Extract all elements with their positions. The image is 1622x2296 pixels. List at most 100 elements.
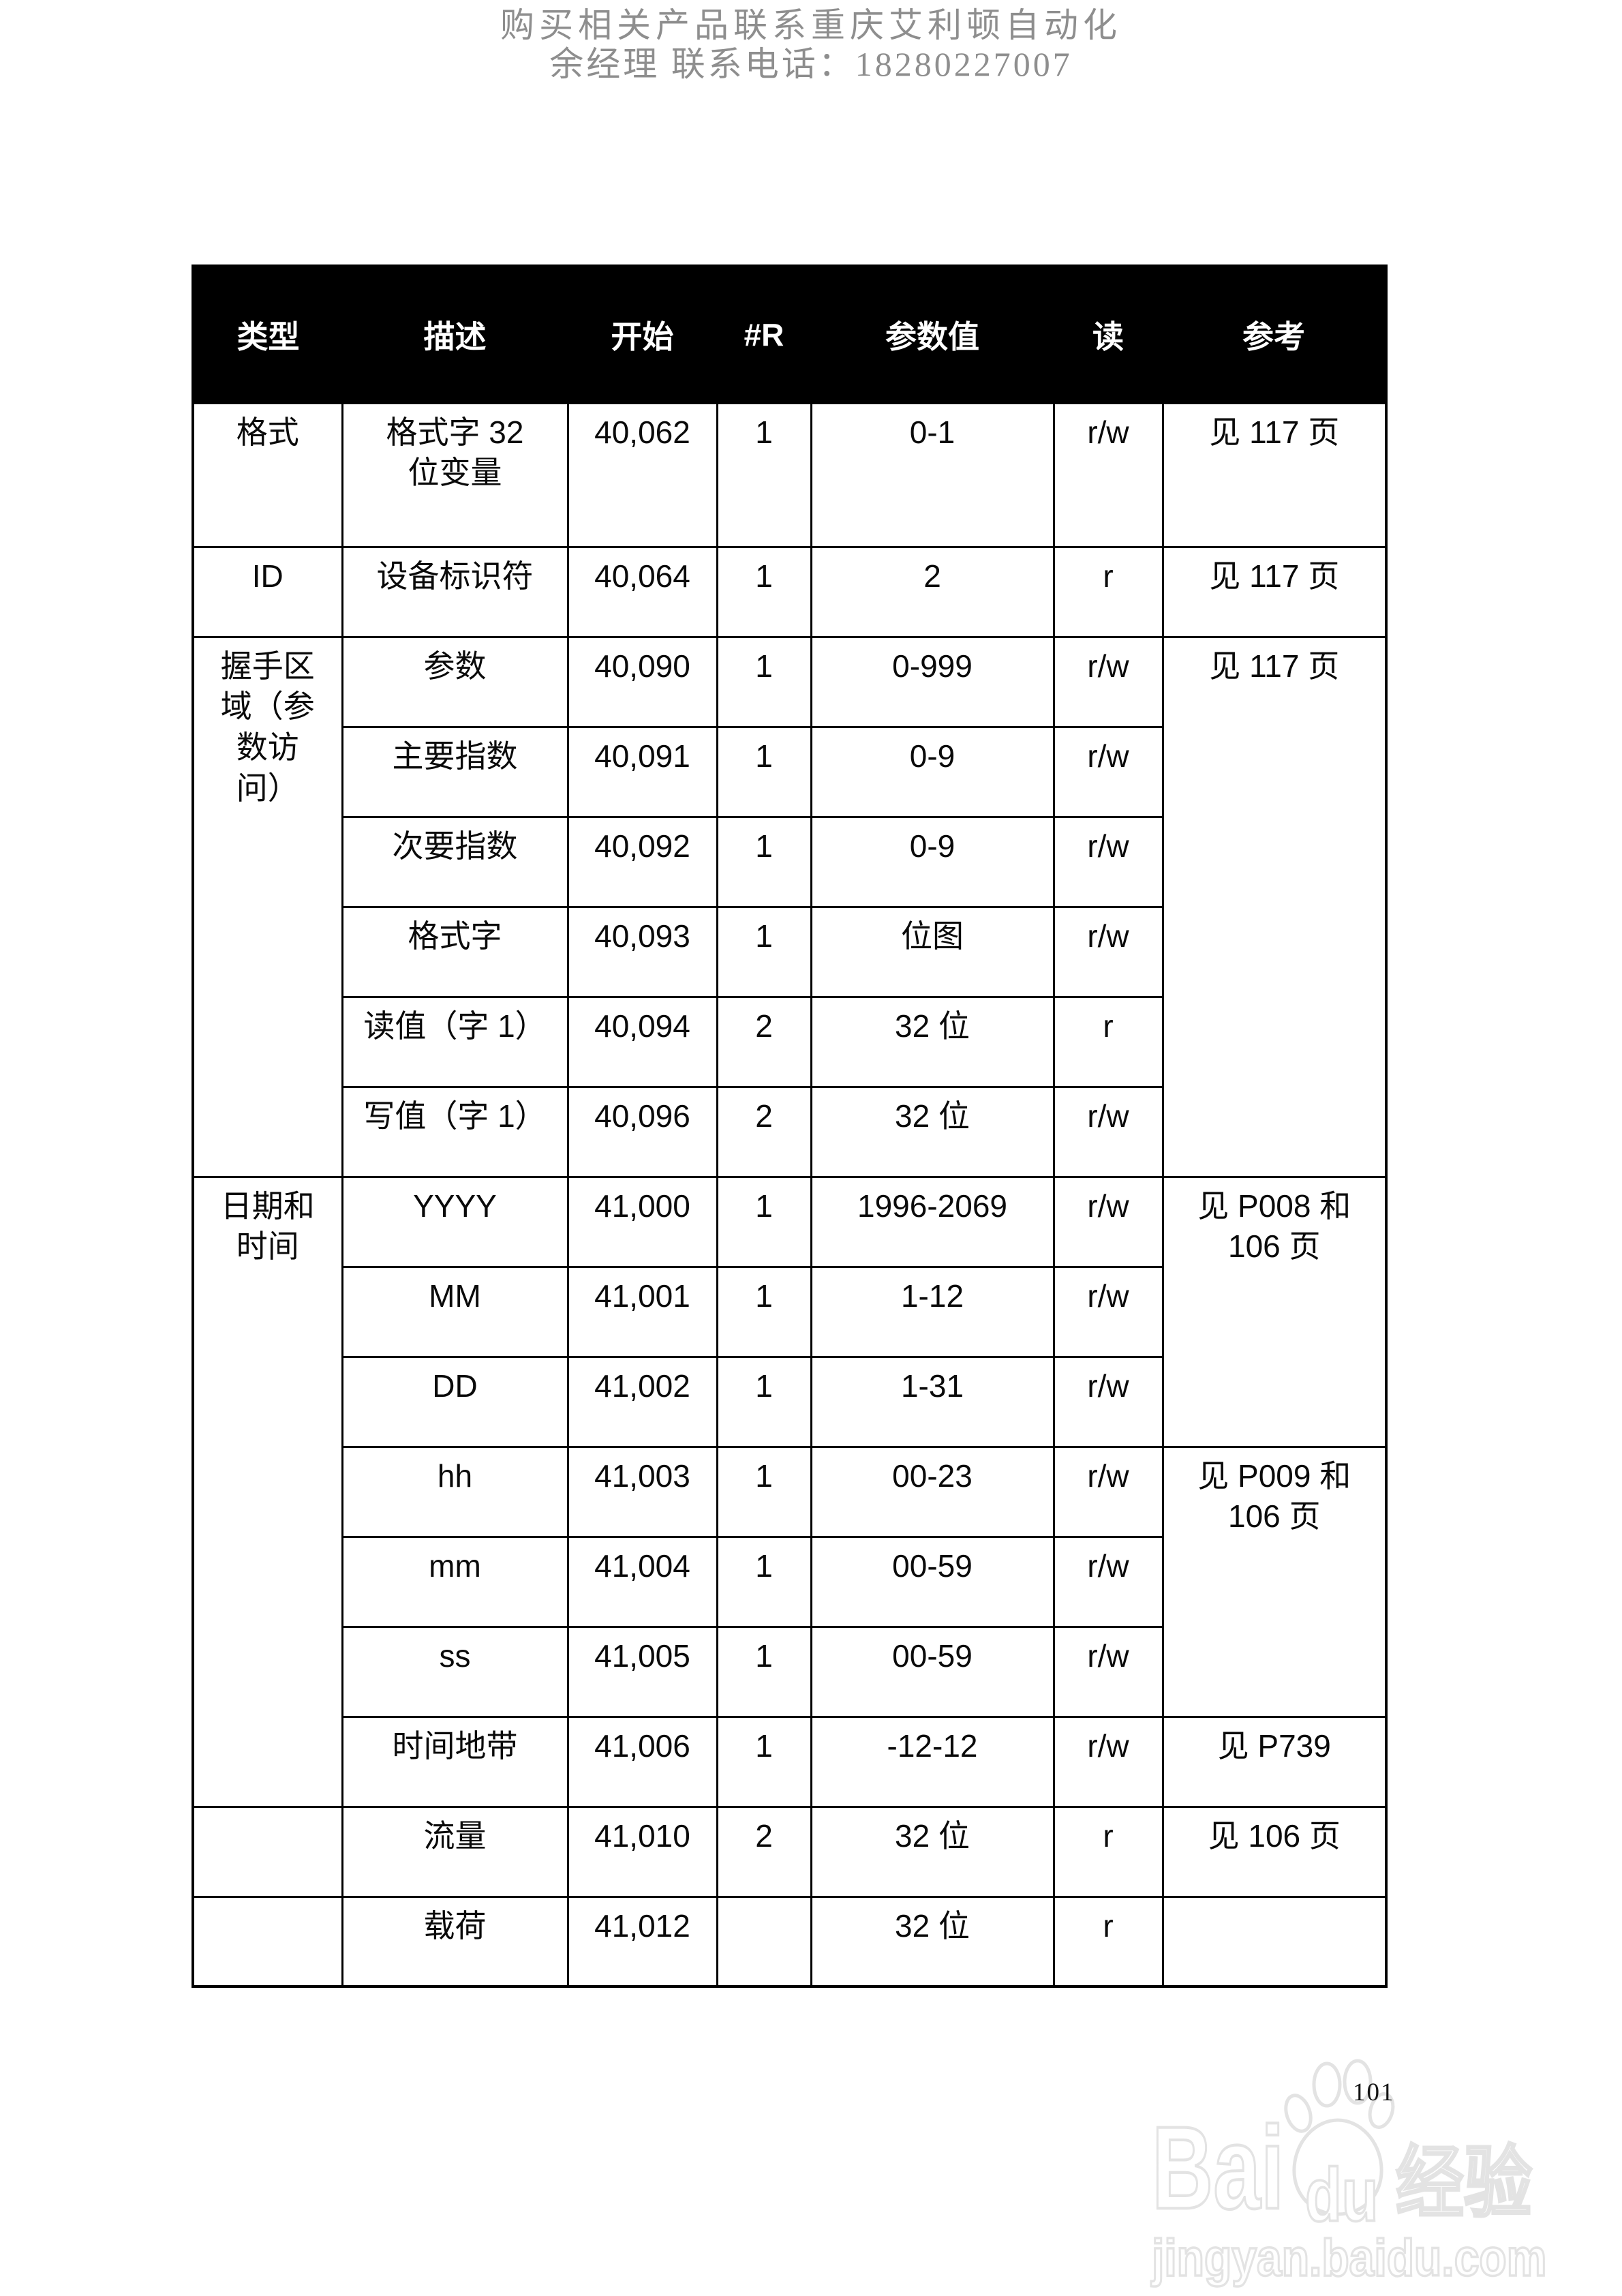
cell-start: 40,090 [566, 635, 718, 728]
cell-access: r/w [1052, 1445, 1164, 1538]
table-row: 读值（字 1） 40,094 2 32 位 r [193, 995, 1386, 1088]
cell-desc: mm [341, 1535, 569, 1628]
cell-ref-date-group: 见 P008 和 106 页 [1161, 1175, 1388, 1448]
table-row: ss 41,005 1 00-59 r/w [193, 1625, 1386, 1718]
cell-ref-handshake-group: 见 117 页 [1161, 635, 1388, 1178]
cell-type-handshake-group: 握手区 域（参 数访 问） [192, 635, 343, 1178]
cell-count: 1 [716, 545, 812, 638]
table-row: 写值（字 1） 40,096 2 32 位 r/w [193, 1085, 1386, 1178]
table-row: 主要指数 40,091 1 0-9 r/w [193, 725, 1386, 818]
column-header-start: 开始 [568, 266, 717, 403]
cell-access: r/w [1052, 635, 1164, 728]
cell-start: 41,004 [566, 1535, 718, 1628]
cell-count: 1 [716, 1265, 812, 1358]
cell-value: -12-12 [810, 1715, 1055, 1808]
cell-desc: hh [341, 1445, 569, 1538]
cell-desc: ss [341, 1625, 569, 1718]
cell-start: 40,091 [566, 725, 718, 818]
cell-start: 40,096 [566, 1085, 718, 1178]
top-watermark-line2: 余经理 联系电话：18280227007 [549, 45, 1073, 83]
bottom-watermark: Bai du 经验 jingyan.baidu.com [1150, 2059, 1548, 2294]
cell-ref: 见 P739 [1161, 1715, 1388, 1808]
top-watermark: 购买相关产品联系重庆艾利顿自动化 余经理 联系电话：18280227007 [0, 5, 1622, 83]
cell-count: 1 [716, 815, 812, 908]
cell-desc: 格式字 32 位变量 [341, 402, 569, 548]
cell-access: r [1052, 1895, 1164, 1988]
cell-value: 0-1 [810, 402, 1055, 548]
cell-type [192, 1805, 343, 1898]
baidu-watermark-latin: Bai [1151, 2102, 1286, 2235]
cell-start: 40,064 [566, 545, 718, 638]
table-row: 日期和 时间 YYYY 41,000 1 1996-2069 r/w 见 P00… [192, 1175, 1388, 1808]
cell-desc: 设备标识符 [341, 545, 569, 638]
cell-value: 00-23 [810, 1445, 1055, 1538]
cell-value: 32 位 [810, 1805, 1055, 1898]
table-row: MM 41,001 1 1-12 r/w [193, 1265, 1386, 1358]
cell-start: 41,010 [566, 1805, 718, 1898]
cell-ref [1161, 1895, 1388, 1988]
column-header-count: #R [717, 266, 811, 403]
cell-value: 0-9 [810, 725, 1055, 818]
column-header-ref: 参考 [1163, 266, 1386, 403]
cell-count: 1 [716, 1535, 812, 1628]
table-row: DD 41,002 1 1-31 r/w [193, 1355, 1386, 1448]
cell-start: 40,093 [566, 905, 718, 998]
cell-count: 1 [716, 725, 812, 818]
cell-desc: DD [341, 1355, 569, 1448]
cell-desc: 时间地带 [341, 1715, 569, 1808]
cell-desc: 读值（字 1） [341, 995, 569, 1088]
cell-type [192, 1895, 343, 1988]
cell-desc: 次要指数 [341, 815, 569, 908]
column-header-type: 类型 [193, 266, 342, 403]
cell-desc: 格式字 [341, 905, 569, 998]
cell-value: 00-59 [810, 1625, 1055, 1718]
cell-start: 40,092 [566, 815, 718, 908]
cell-start: 41,006 [566, 1715, 718, 1808]
cell-type: 格式 [192, 402, 343, 548]
cell-ref: 见 117 页 [1161, 402, 1388, 548]
cell-access: r/w [1052, 725, 1164, 818]
cell-desc: 流量 [341, 1805, 569, 1898]
cell-value: 32 位 [810, 1085, 1055, 1178]
page-number: 101 [1353, 2079, 1395, 2106]
cell-start: 41,000 [566, 1175, 718, 1268]
cell-desc: MM [341, 1265, 569, 1358]
cell-desc: 主要指数 [341, 725, 569, 818]
table-row: 流量 41,010 2 32 位 r 见 106 页 [192, 1805, 1388, 1898]
cell-access: r/w [1052, 1355, 1164, 1448]
cell-value: 2 [810, 545, 1055, 638]
table-row: 次要指数 40,092 1 0-9 r/w [193, 815, 1386, 908]
table-row: mm 41,004 1 00-59 r/w [193, 1535, 1386, 1628]
cell-access: r/w [1052, 1715, 1164, 1808]
cell-access: r/w [1052, 1535, 1164, 1628]
cell-value: 1-31 [810, 1355, 1055, 1448]
table-row: 载荷 41,012 32 位 r [192, 1895, 1388, 1988]
cell-value: 位图 [810, 905, 1055, 998]
cell-start: 40,062 [566, 402, 718, 548]
cell-ref: 见 117 页 [1161, 545, 1388, 638]
cell-start: 41,003 [566, 1445, 718, 1538]
cell-access: r [1052, 545, 1164, 638]
cell-count: 2 [716, 995, 812, 1088]
cell-count [716, 1895, 812, 1988]
cell-access: r/w [1052, 1265, 1164, 1358]
cell-type: ID [192, 545, 343, 638]
column-header-value: 参数值 [811, 266, 1054, 403]
cell-start: 40,094 [566, 995, 718, 1088]
cell-value: 1-12 [810, 1265, 1055, 1358]
table-row: ID 设备标识符 40,064 1 2 r 见 117 页 [192, 545, 1388, 638]
baidu-paw-icon [1284, 2059, 1395, 2216]
register-table: 类型 描述 开始 #R 参数值 读 参考 格式 格式字 32 位变量 40,06… [192, 265, 1388, 1988]
cell-desc: 载荷 [341, 1895, 569, 1988]
table-row: 格式字 40,093 1 位图 r/w [193, 905, 1386, 998]
cell-count: 1 [716, 635, 812, 728]
cell-start: 41,012 [566, 1895, 718, 1988]
top-watermark-line1: 购买相关产品联系重庆艾利顿自动化 [500, 6, 1122, 44]
cell-access: r/w [1052, 402, 1164, 548]
cell-count: 1 [716, 1625, 812, 1718]
cell-access: r/w [1052, 1625, 1164, 1718]
cell-value: 32 位 [810, 995, 1055, 1088]
baidu-watermark-du: du [1304, 2151, 1380, 2238]
cell-access: r/w [1052, 905, 1164, 998]
